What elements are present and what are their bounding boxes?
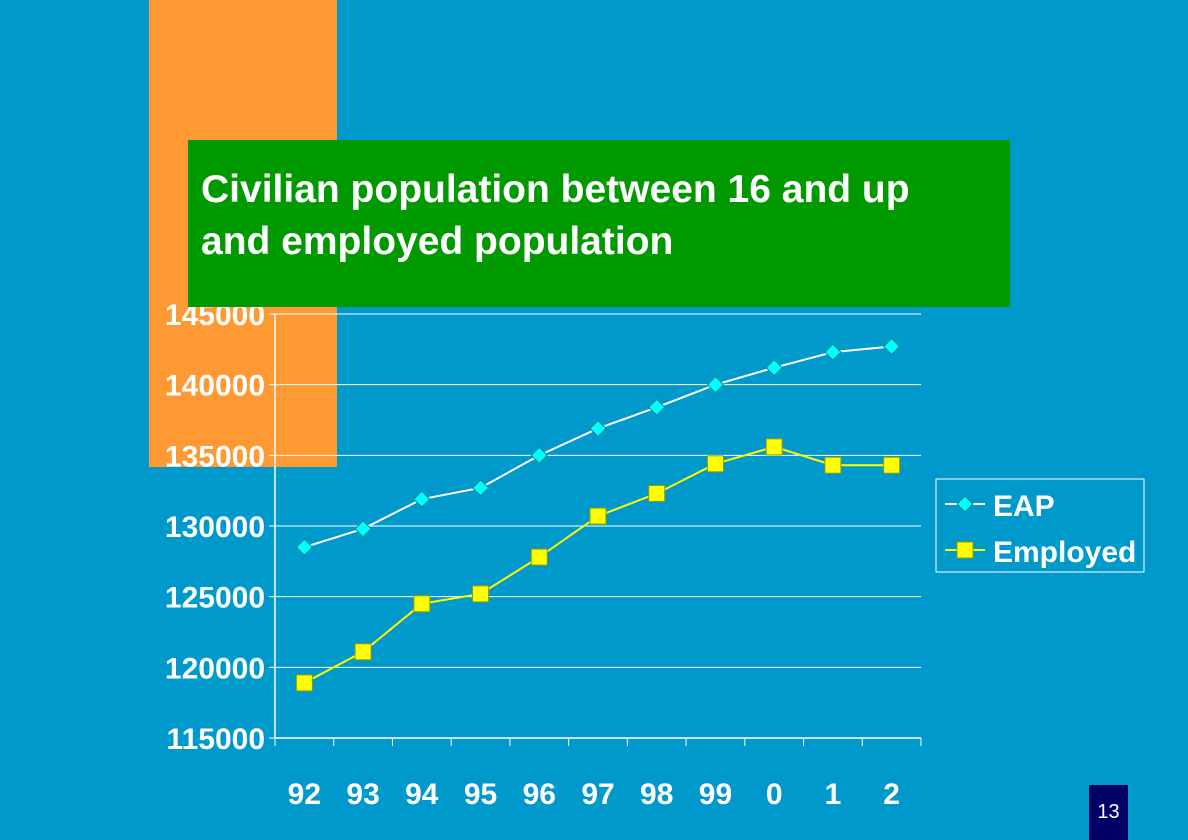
x-tick-label-2: 2 xyxy=(883,778,900,811)
eap-point-0 xyxy=(765,358,783,377)
x-tick-label-99: 99 xyxy=(699,778,732,811)
title-box: Civilian population between 16 and up an… xyxy=(188,140,1010,307)
eap-point-2 xyxy=(882,337,901,356)
gridlines xyxy=(275,313,921,668)
legend-box xyxy=(935,478,1145,573)
y-tick-label-135000: 135000 xyxy=(165,440,265,473)
legend: EAP Employed xyxy=(935,478,1145,573)
legend-employed-label: Employed xyxy=(993,536,1136,569)
eap-point-95 xyxy=(471,479,490,497)
eap-point-98 xyxy=(648,398,666,416)
employed-point-93 xyxy=(354,643,372,661)
eap-point-99 xyxy=(706,375,725,394)
employed-point-96 xyxy=(530,548,548,566)
legend-employed-marker xyxy=(956,541,974,559)
x-tick-label-94: 94 xyxy=(405,778,439,811)
eap-point-1 xyxy=(824,343,842,361)
y-tick-label-140000: 140000 xyxy=(165,370,265,403)
employed-point-98 xyxy=(648,484,666,502)
employed-point-92 xyxy=(295,674,313,692)
x-tick-label-96: 96 xyxy=(523,778,556,811)
chart-title: Civilian population between 16 and up an… xyxy=(201,168,910,263)
eap-point-93 xyxy=(354,520,372,538)
y-tick-label-120000: 120000 xyxy=(165,652,265,685)
employed-point-94 xyxy=(413,595,431,613)
x-tick-label-93: 93 xyxy=(346,778,379,811)
y-axis-tick-labels: 1450001400001350001300001250001200001150… xyxy=(165,299,265,756)
series-layer xyxy=(295,337,901,692)
x-axis-tick-labels: 92 93 94 95 96 97 98 99 0 1 2 xyxy=(288,778,900,811)
y-tick-label-125000: 125000 xyxy=(165,582,265,615)
legend-eap-label: EAP xyxy=(993,490,1055,523)
y-tick-label-115000: 115000 xyxy=(167,723,265,756)
x-tick-label-92: 92 xyxy=(288,778,321,811)
series-line-employed xyxy=(303,445,892,684)
x-tick-label-95: 95 xyxy=(464,778,497,811)
eap-point-94 xyxy=(413,490,431,508)
eap-point-92 xyxy=(295,538,314,556)
eap-point-97 xyxy=(589,419,607,438)
employed-point-95 xyxy=(472,585,490,603)
x-tick-label-97: 97 xyxy=(581,778,614,811)
page-number: 13 xyxy=(1089,785,1128,840)
eap-point-96 xyxy=(530,446,548,465)
x-tick-label-98: 98 xyxy=(640,778,673,811)
employed-point-0 xyxy=(765,438,783,456)
x-tick-label-1: 1 xyxy=(825,778,842,811)
employed-point-1 xyxy=(824,456,842,474)
axes xyxy=(269,313,922,746)
y-tick-label-130000: 130000 xyxy=(165,511,265,544)
legend-eap-marker xyxy=(956,495,974,513)
employed-point-2 xyxy=(883,456,901,474)
employed-point-99 xyxy=(706,455,724,473)
employed-point-97 xyxy=(589,507,607,525)
x-tick-label-0: 0 xyxy=(766,778,783,811)
